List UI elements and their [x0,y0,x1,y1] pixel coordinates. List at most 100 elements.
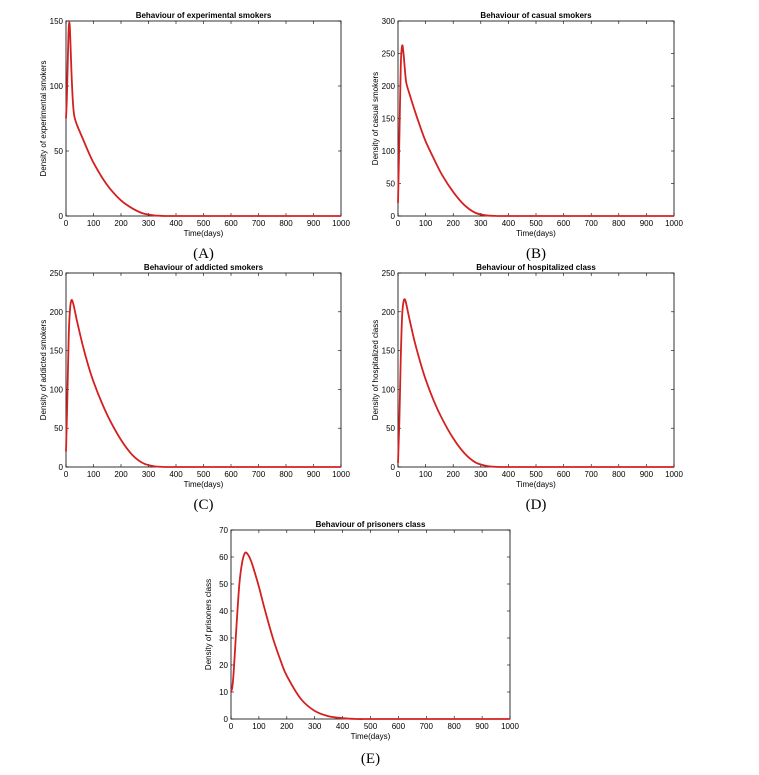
y-axis-label: Density of experimental smokers [39,60,48,176]
panel-caption: (B) [526,246,546,262]
series-line [65,299,341,468]
x-tick-label: 100 [252,722,266,731]
panel-caption: (C) [194,497,214,513]
y-tick-label: 250 [382,269,396,278]
y-tick-label: 200 [382,308,396,317]
x-tick-label: 600 [557,470,571,479]
x-tick-label: 400 [169,219,183,228]
plot-frame [65,20,342,217]
panel-caption: (D) [526,497,547,513]
x-tick-label: 600 [392,722,406,731]
series-line [230,551,510,720]
chart-panel-1: 0 100 200 300 400 500 600 700 800 900 1000 0 50 100 15… [39,11,350,262]
y-tick-label: 50 [54,424,63,433]
y-tick-label: 0 [59,463,64,472]
y-tick-label: 150 [50,347,64,356]
y-tick-label: 50 [386,424,395,433]
series-line [397,44,674,217]
y-tick-label: 30 [219,634,228,643]
series-line [397,298,674,468]
x-tick-label: 700 [252,470,266,479]
x-tick-label: 200 [447,219,461,228]
y-tick-label: 50 [219,580,228,589]
chart-title: Behaviour of prisoners class [316,520,426,529]
x-tick-label: 700 [585,470,599,479]
chart-panel-4: 0 100 200 300 400 500 600 700 800 900 1000 0 50 100 15… [371,263,683,513]
x-tick-label: 800 [612,219,626,228]
x-tick-label: 700 [585,219,599,228]
plot-frame [65,272,342,468]
y-tick-label: 150 [382,115,396,124]
x-tick-label: 0 [396,219,401,228]
panel-caption: (A) [193,246,214,262]
panel-caption: (E) [361,751,380,767]
x-tick-label: 900 [640,219,654,228]
x-tick-label: 100 [87,470,101,479]
x-tick-label: 200 [280,722,294,731]
x-tick-label: 900 [640,470,654,479]
x-tick-label: 0 [64,470,69,479]
y-axis-label: Density of addicted smokers [39,320,48,421]
y-tick-label: 40 [219,607,228,616]
x-tick-label: 200 [447,470,461,479]
y-tick-label: 20 [219,661,228,670]
x-tick-label: 400 [502,219,516,228]
y-tick-label: 300 [382,17,396,26]
x-tick-label: 300 [142,219,156,228]
x-tick-label: 500 [197,219,211,228]
x-tick-label: 900 [307,219,321,228]
x-tick-label: 500 [197,470,211,479]
chart-title: Behaviour of experimental smokers [136,11,272,20]
y-axis-label: Density of casual smokers [371,72,380,165]
x-tick-label: 800 [279,470,293,479]
y-tick-label: 150 [382,347,396,356]
x-tick-label: 900 [307,470,321,479]
x-tick-label: 1000 [665,470,683,479]
plot-frame [230,529,511,720]
x-tick-label: 300 [474,219,488,228]
y-axis-label: Density of hospitalized class [371,320,380,421]
chart-title: Behaviour of addicted smokers [144,263,264,272]
y-tick-label: 100 [382,147,396,156]
x-axis-label: Time(days) [516,229,556,238]
y-tick-label: 250 [50,269,64,278]
x-tick-label: 900 [475,722,489,731]
y-tick-label: 50 [54,147,63,156]
x-tick-label: 600 [557,219,571,228]
x-tick-label: 1000 [332,219,350,228]
chart-title: Behaviour of hospitalized class [476,263,596,272]
x-axis-label: Time(days) [351,732,391,741]
x-axis-label: Time(days) [516,480,556,489]
x-tick-label: 400 [502,470,516,479]
x-tick-label: 500 [529,470,543,479]
x-tick-label: 0 [229,722,234,731]
chart-panel-5: 0 100 200 300 400 500 600 700 800 900 1000 0 10 20 30 4… [204,520,519,767]
y-axis-label: Density of prisoners class [204,579,213,670]
x-tick-label: 800 [279,219,293,228]
y-tick-label: 10 [219,688,228,697]
y-tick-label: 0 [59,212,64,221]
x-tick-label: 100 [87,219,101,228]
x-tick-label: 1000 [665,219,683,228]
x-tick-label: 700 [420,722,434,731]
y-tick-label: 100 [50,385,64,394]
x-tick-label: 300 [474,470,488,479]
chart-panel-2: 0 100 200 300 400 500 600 700 800 900 1000 0 50 100 15… [371,11,683,262]
x-tick-label: 1000 [332,470,350,479]
x-tick-label: 400 [169,470,183,479]
y-tick-label: 150 [50,17,64,26]
y-tick-label: 100 [50,82,64,91]
x-tick-label: 600 [224,219,238,228]
x-tick-label: 300 [142,470,156,479]
y-tick-label: 0 [391,463,396,472]
y-tick-label: 200 [50,308,64,317]
x-tick-label: 1000 [501,722,519,731]
x-tick-label: 0 [396,470,401,479]
x-tick-label: 100 [419,219,433,228]
x-tick-label: 300 [308,722,322,731]
y-tick-label: 100 [382,385,396,394]
y-tick-label: 50 [386,180,395,189]
x-tick-label: 700 [252,219,266,228]
chart-title: Behaviour of casual smokers [480,11,592,20]
